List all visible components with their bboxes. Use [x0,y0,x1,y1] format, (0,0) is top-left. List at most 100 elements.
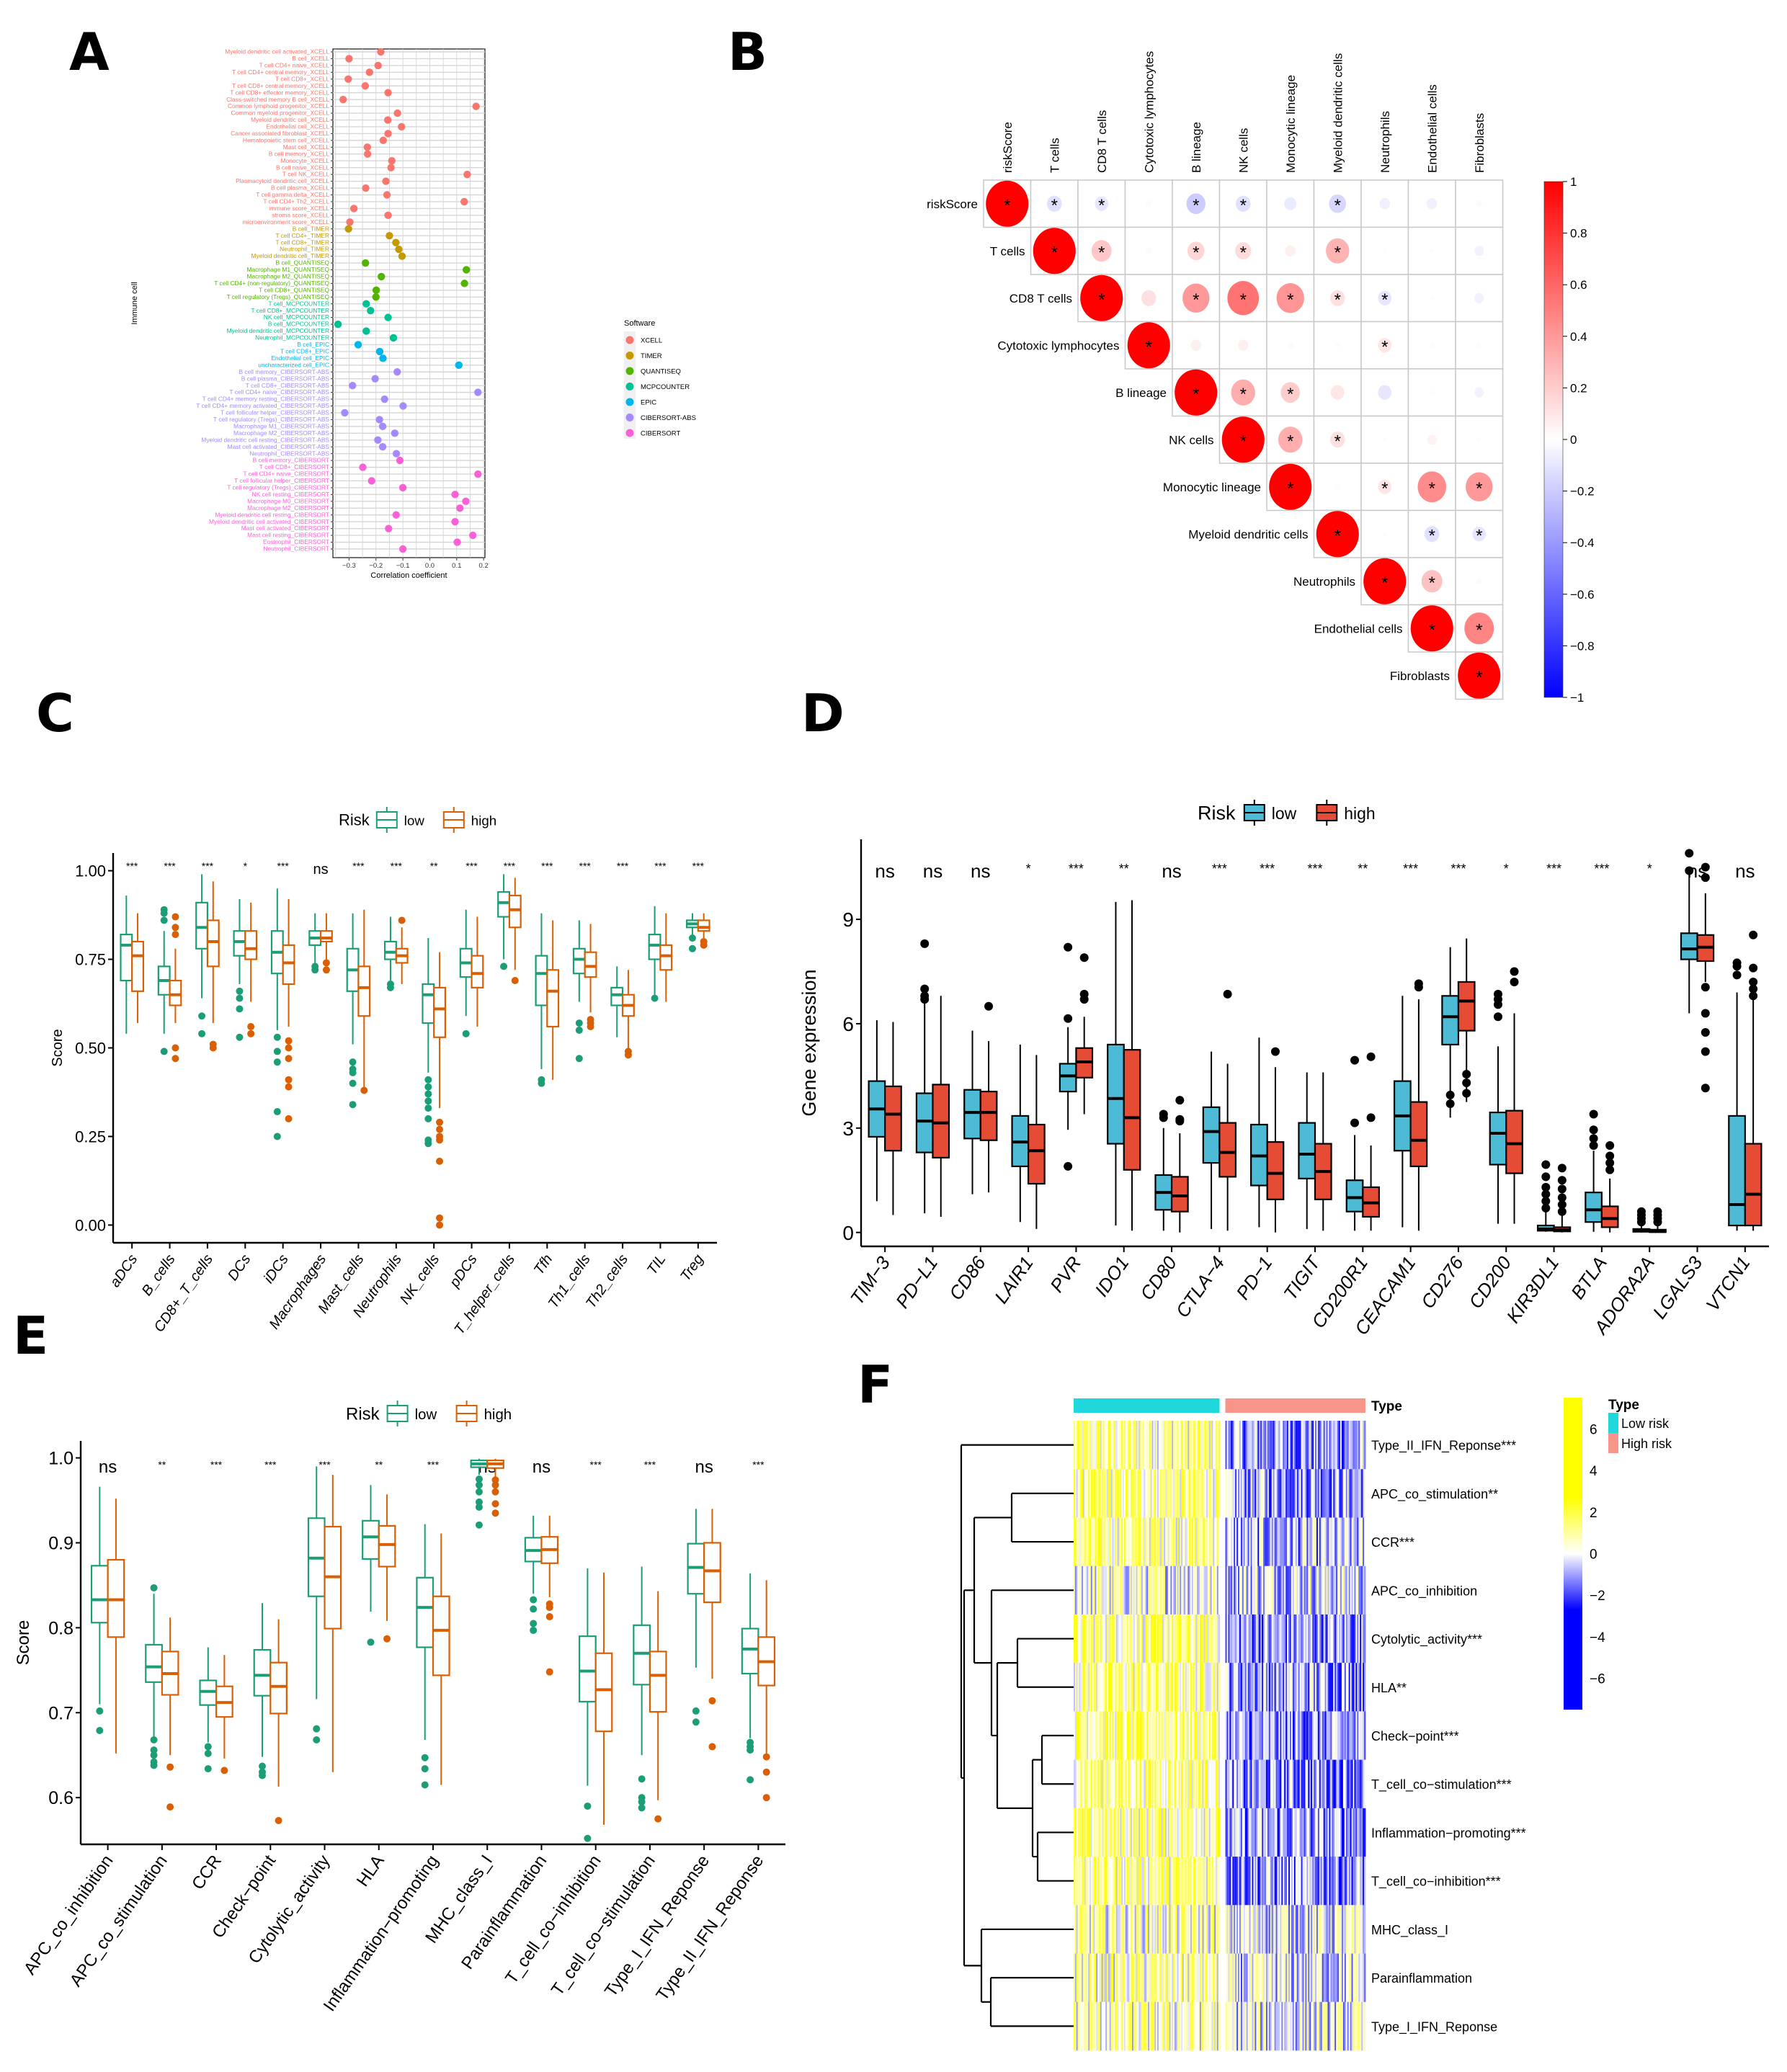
heatmap-cell [1252,1663,1254,1712]
heatmap-cell [1142,1857,1144,1906]
correlation-circle [1190,339,1201,352]
heatmap-cell [1125,1469,1128,1518]
heatmap-cell [1247,1421,1250,1470]
y-tick-label: 3 [842,1117,854,1140]
data-point [455,361,463,369]
heatmap-cell [1101,1663,1103,1712]
heatmap-cell [1336,1663,1338,1712]
heatmap-cell [1259,1857,1261,1906]
heatmap-cell [1239,1614,1242,1664]
heatmap-cell [1246,1808,1249,1857]
heatmap-cell [1089,1711,1092,1760]
heatmap-cell [1277,1614,1279,1664]
heatmap-cell [1323,1566,1326,1615]
heatmap-cell [1142,1566,1144,1615]
heatmap-cell [1186,1857,1188,1906]
y-tick-label: 0.6 [48,1788,73,1808]
heatmap-cell [1076,1953,1078,2003]
heatmap-cell [1304,1953,1306,2003]
heatmap-cell [1140,2001,1142,2051]
heatmap-cell [1214,1711,1216,1760]
heatmap-cell [1102,1566,1105,1615]
heatmap-cell [1154,1517,1157,1566]
heatmap-cell [1079,2001,1081,2051]
heatmap-cell [1085,1905,1087,1954]
outlier-point [475,1488,483,1496]
heatmap-cell [1339,1566,1341,1615]
colorbar [1564,1398,1582,1710]
heatmap-cell [1214,1759,1216,1809]
significance-label: *** [318,1459,331,1470]
outlier-point [1223,989,1232,999]
heatmap-cell [1120,1469,1122,1518]
outlier-point [1493,1012,1502,1022]
outlier-point [462,1030,470,1037]
correlation-circle [1466,472,1493,501]
heatmap-cell [1352,1711,1355,1760]
heatmap-cell [1170,1614,1172,1664]
heatmap-cell [1351,1905,1353,1954]
heatmap-cell [1225,1421,1227,1470]
heatmap-cell [1191,1759,1194,1809]
heatmap-cell [1159,2001,1162,2051]
heatmap-cell [1364,2001,1366,2051]
heatmap-cell [1195,1566,1198,1615]
heatmap-cell [1183,1953,1186,2003]
heatmap-cell [1198,1421,1200,1470]
heatmap-cell [1158,1663,1161,1712]
heatmap-cell [1288,1566,1291,1615]
heatmap-cell [1285,1517,1288,1566]
heatmap-cell [1076,1711,1078,1760]
data-point [385,524,393,532]
heatmap-cell [1255,1421,1257,1470]
heatmap-cell [1125,1663,1128,1712]
heatmap-row [1074,1808,1366,1857]
heatmap-cell [1108,1469,1110,1518]
outlier-point [285,1115,293,1122]
heatmap-cell [1285,1614,1288,1664]
heatmap-cell [1283,1759,1285,1809]
heatmap-cell [1299,1759,1301,1809]
heatmap-cell [1133,1663,1136,1712]
heatmap-cell [1242,1905,1244,1954]
heatmap-cell [1265,1808,1268,1857]
heatmap-cell [1118,2001,1120,2051]
heatmap-cell [1337,1711,1340,1760]
heatmap-cell [1123,1469,1126,1518]
data-point [456,504,464,512]
heatmap-cell [1100,1857,1102,1906]
heatmap-cell [1341,1614,1344,1664]
heatmap-cell [1131,1857,1133,1906]
heatmap-cell [1229,1421,1231,1470]
heatmap-cell [1213,1808,1215,1857]
heatmap-cell [1097,1469,1100,1518]
heatmap-cell [1170,1469,1172,1518]
heatmap-cell [1267,1759,1270,1809]
heatmap-cell [1079,1614,1081,1664]
heatmap-cell [1191,1469,1194,1518]
legend-label: Low risk [1621,1416,1670,1431]
heatmap-cell [1102,1711,1105,1760]
heatmap-cell [1247,1469,1250,1518]
legend-swatch [625,352,634,360]
heatmap-cell [1240,1857,1243,1906]
heatmap-cell [1123,1663,1125,1712]
heatmap-cell [1216,1905,1219,1954]
heatmap-cell [1231,1469,1233,1518]
heatmap-cell [1234,1614,1236,1664]
heatmap-cell [1182,2001,1185,2051]
heatmap-cell [1115,1905,1118,1954]
heatmap-cell [1229,1566,1231,1615]
y-tick-label: Neutrophil_TIMER [280,246,329,253]
heatmap-cell [1242,1421,1244,1470]
heatmap-cell [1174,1614,1177,1664]
heatmap-cell [1125,1953,1128,2003]
heatmap-cell [1364,1517,1366,1566]
heatmap-cell [1185,1857,1187,1906]
row-label: Endothelial cells [1314,622,1403,635]
heatmap-cell [1183,1905,1186,1954]
heatmap-cell [1132,2001,1134,2051]
heatmap-cell [1324,1566,1327,1615]
heatmap-cell [1153,1953,1155,2003]
heatmap-cell [1308,1566,1310,1615]
